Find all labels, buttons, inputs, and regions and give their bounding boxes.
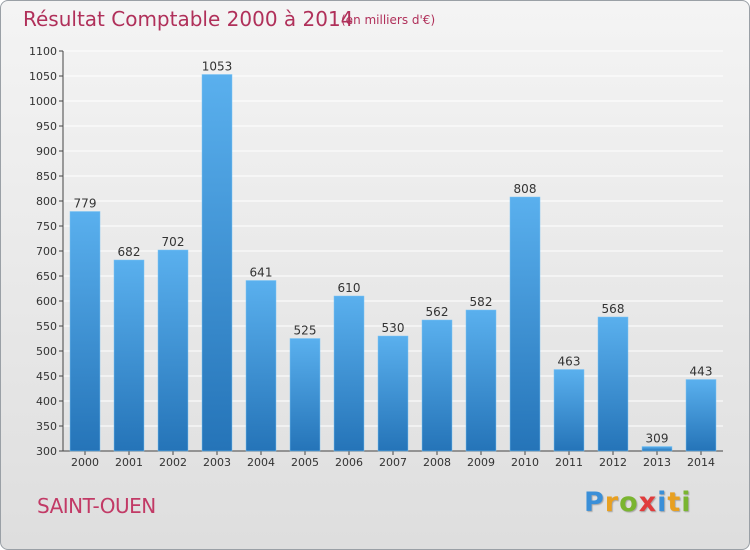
x-tick-label: 2014	[687, 456, 715, 469]
bar-value-label: 568	[602, 302, 625, 316]
commune-name: SAINT-OUEN	[37, 494, 156, 518]
y-tick-label: 450	[36, 370, 57, 383]
x-tick-label: 2000	[71, 456, 99, 469]
logo-letter: x	[638, 487, 658, 518]
x-tick-label: 2009	[467, 456, 495, 469]
y-tick-label: 400	[36, 395, 57, 408]
bar-value-label: 443	[690, 365, 713, 379]
logo-letter: t	[667, 487, 682, 518]
bar	[553, 369, 585, 452]
x-tick-label: 2003	[203, 456, 231, 469]
y-tick-label: 900	[36, 145, 57, 158]
logo-letter: P	[584, 487, 605, 518]
bar-value-label: 562	[426, 305, 449, 319]
bar-value-label: 702	[162, 235, 185, 249]
x-tick-label: 2005	[291, 456, 319, 469]
bar-value-label: 641	[250, 266, 273, 280]
bar	[245, 280, 277, 452]
chart-title: Résultat Comptable 2000 à 2014	[23, 7, 354, 31]
bar-value-label: 530	[382, 321, 405, 335]
y-tick-label: 350	[36, 420, 57, 433]
logo-letter: i	[681, 487, 692, 518]
y-tick-label: 700	[36, 245, 57, 258]
logo-letter: i	[657, 487, 668, 518]
y-tick-label: 300	[36, 445, 57, 458]
y-tick-label: 1100	[29, 45, 57, 58]
bar-value-label: 463	[558, 355, 581, 369]
y-tick-label: 500	[36, 345, 57, 358]
x-tick-label: 2004	[247, 456, 275, 469]
x-tick-label: 2008	[423, 456, 451, 469]
x-tick-label: 2011	[555, 456, 583, 469]
bar-value-label: 808	[514, 182, 537, 196]
x-tick-label: 2007	[379, 456, 407, 469]
bars	[69, 74, 717, 452]
y-tick-label: 600	[36, 295, 57, 308]
proxiti-logo[interactable]: Proxiti	[584, 487, 692, 518]
bar	[685, 379, 717, 452]
bar-value-label: 1053	[202, 60, 233, 74]
y-tick-label: 650	[36, 270, 57, 283]
y-tick-label: 800	[36, 195, 57, 208]
y-tick-label: 550	[36, 320, 57, 333]
x-tick-label: 2006	[335, 456, 363, 469]
y-tick-label: 950	[36, 120, 57, 133]
bar	[69, 211, 101, 452]
bar-value-label: 682	[118, 245, 141, 259]
bar-value-label: 779	[74, 197, 97, 211]
bar	[333, 295, 365, 452]
chart-subtitle: (en milliers d'€)	[341, 13, 436, 27]
bar	[509, 196, 541, 452]
bar	[157, 249, 189, 452]
x-tick-label: 2013	[643, 456, 671, 469]
bar	[597, 316, 629, 452]
bar	[113, 259, 145, 452]
x-tick-label: 2012	[599, 456, 627, 469]
y-tick-label: 1000	[29, 95, 57, 108]
bar	[377, 335, 409, 452]
bar	[201, 74, 233, 452]
bar	[289, 338, 321, 452]
bar-value-label: 610	[338, 281, 361, 295]
bar-value-label: 582	[470, 295, 493, 309]
bar	[641, 446, 673, 452]
bar-value-label: 525	[294, 324, 317, 338]
y-tick-label: 1050	[29, 70, 57, 83]
x-tick-label: 2001	[115, 456, 143, 469]
x-tick-label: 2010	[511, 456, 539, 469]
y-tick-label: 850	[36, 170, 57, 183]
logo-letter: r	[604, 487, 620, 518]
bar	[421, 319, 453, 452]
value-labels: 779 682 702 1053 641 525 610 530 562 582 808 463 568…	[74, 60, 713, 446]
x-tick-label: 2002	[159, 456, 187, 469]
bar	[465, 309, 497, 452]
y-tick-label: 750	[36, 220, 57, 233]
bar-value-label: 309	[646, 432, 669, 446]
logo-letter: o	[619, 487, 639, 518]
